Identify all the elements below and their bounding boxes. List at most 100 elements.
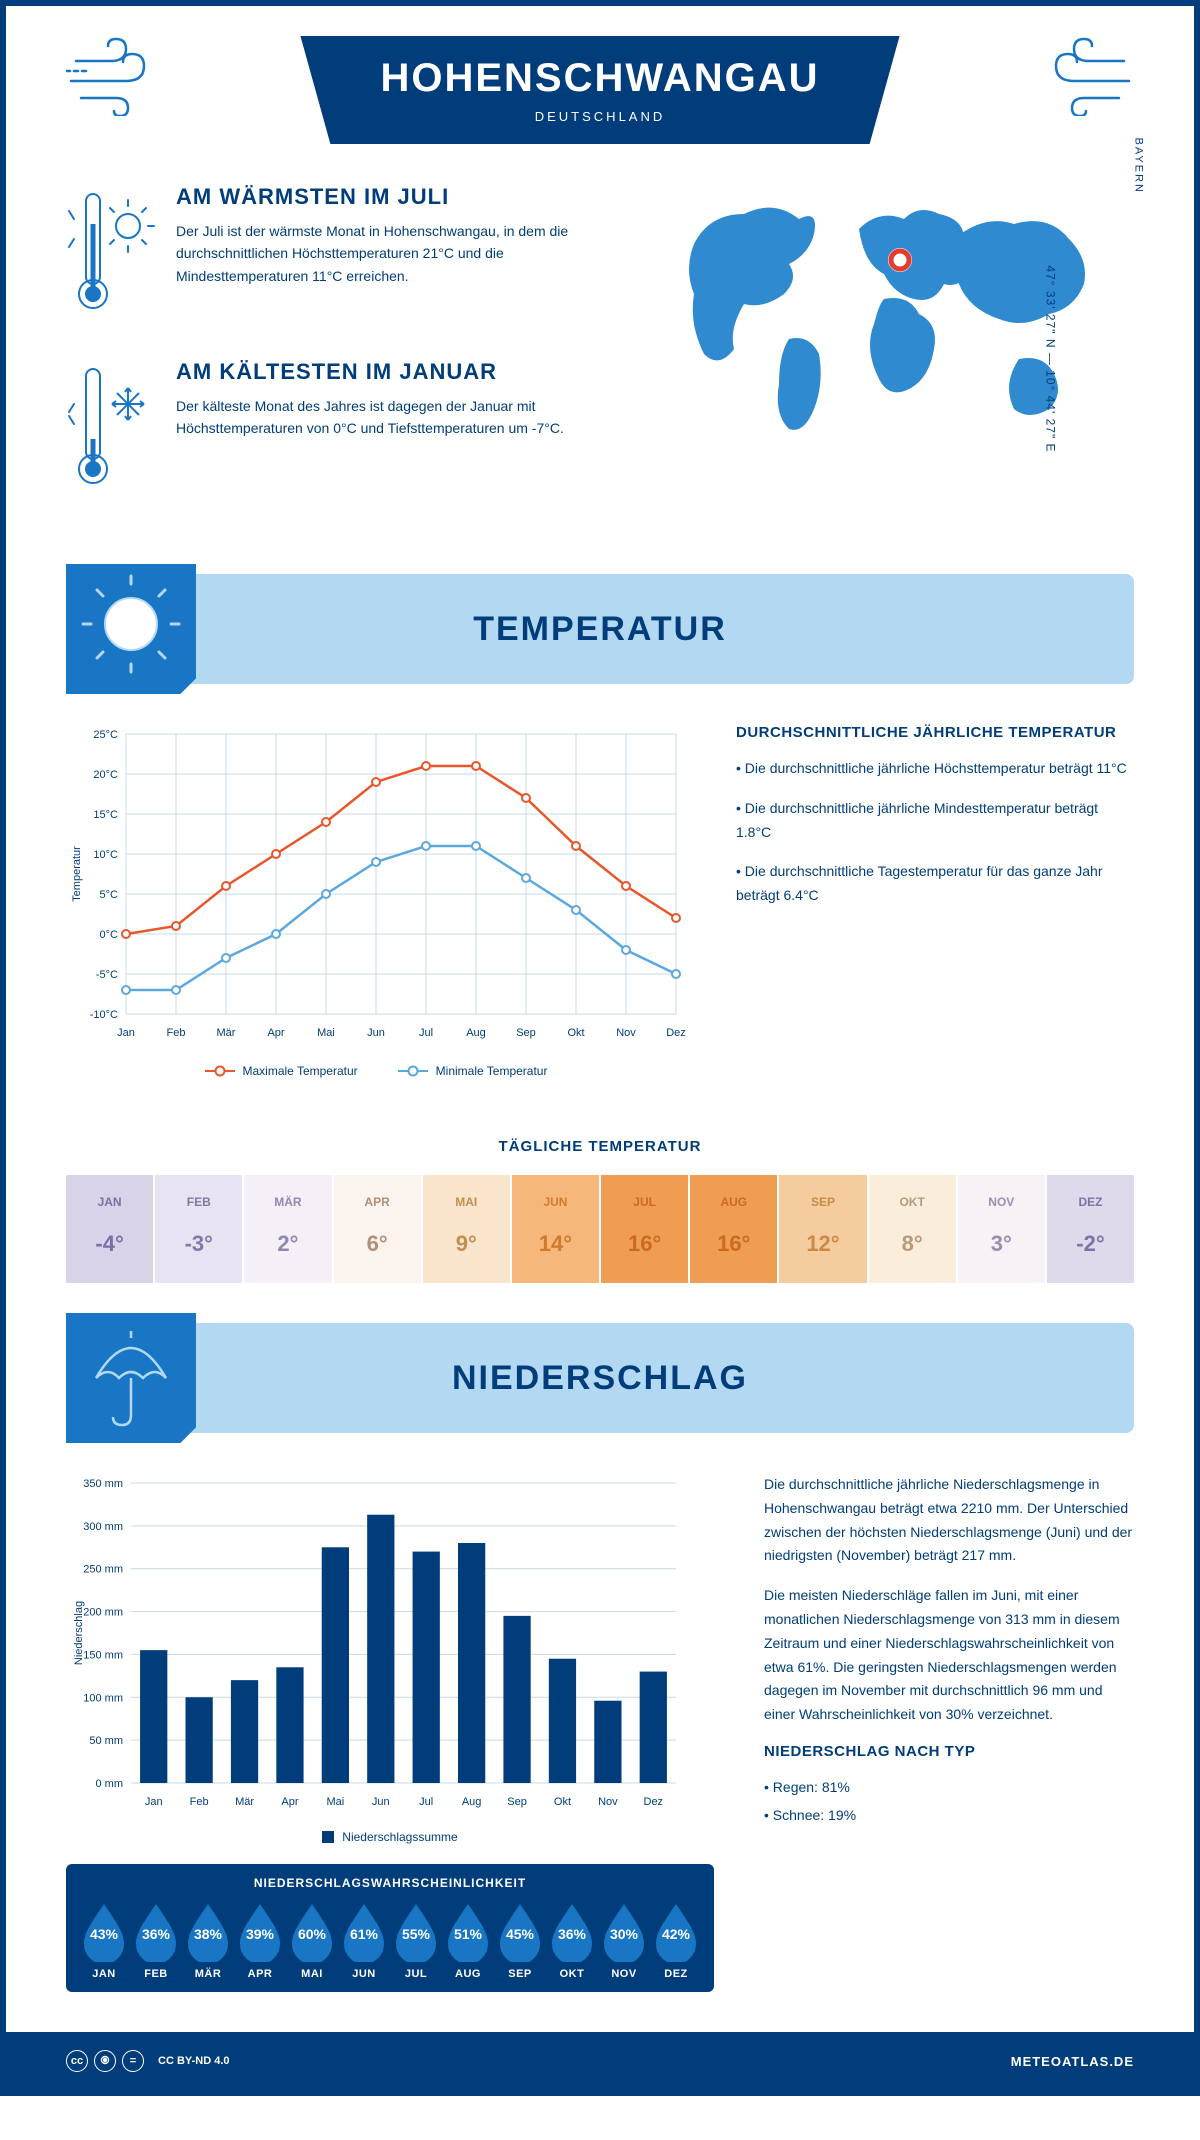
svg-text:Jun: Jun bbox=[372, 1796, 390, 1808]
raindrop-icon: 43% bbox=[78, 1900, 130, 1962]
city-title: HOHENSCHWANGAU bbox=[380, 56, 819, 101]
wind-icon-right bbox=[1014, 36, 1134, 116]
raindrop-icon: 60% bbox=[286, 1900, 338, 1962]
svg-text:-5°C: -5°C bbox=[96, 969, 118, 981]
legend-max-label: Maximale Temperatur bbox=[243, 1064, 358, 1078]
cc-license: cc 🞊 = CC BY-ND 4.0 bbox=[66, 2050, 230, 2072]
coldest-desc: Der kälteste Monat des Jahres ist dagege… bbox=[176, 395, 634, 440]
daily-cell: DEZ-2° bbox=[1047, 1175, 1134, 1283]
svg-text:Mär: Mär bbox=[235, 1796, 254, 1808]
drop-col: 30%NOV bbox=[598, 1900, 650, 1980]
drop-col: 61%JUN bbox=[338, 1900, 390, 1980]
svg-text:300 mm: 300 mm bbox=[83, 1521, 123, 1533]
daily-cell: JAN-4° bbox=[66, 1175, 155, 1283]
svg-text:15°C: 15°C bbox=[93, 809, 118, 821]
license-text: CC BY-ND 4.0 bbox=[158, 2050, 230, 2072]
legend-min-label: Minimale Temperatur bbox=[436, 1064, 548, 1078]
precip-banner-icon-wrap bbox=[66, 1313, 196, 1443]
precip-content: 0 mm50 mm100 mm150 mm200 mm250 mm300 mm3… bbox=[6, 1433, 1194, 2032]
precip-type-snow: • Schnee: 19% bbox=[764, 1804, 1134, 1828]
daily-cell: AUG16° bbox=[690, 1175, 779, 1283]
daily-cell: FEB-3° bbox=[155, 1175, 244, 1283]
temp-legend: Maximale Temperatur Minimale Temperatur bbox=[66, 1064, 686, 1078]
thermometer-cold-icon bbox=[66, 359, 156, 504]
svg-text:Dez: Dez bbox=[644, 1796, 664, 1808]
temperature-line-chart: -10°C-5°C0°C5°C10°C15°C20°C25°CJanFebMär… bbox=[66, 724, 686, 1044]
temp-banner-title: TEMPERATUR bbox=[206, 610, 1134, 649]
drop-col: 60%MAI bbox=[286, 1900, 338, 1980]
site-name: METEOATLAS.DE bbox=[1011, 2054, 1134, 2069]
precip-chart-col: 0 mm50 mm100 mm150 mm200 mm250 mm300 mm3… bbox=[66, 1473, 714, 1992]
daily-title: TÄGLICHE TEMPERATUR bbox=[6, 1138, 1194, 1155]
daily-cell: JUN14° bbox=[512, 1175, 601, 1283]
umbrella-icon bbox=[81, 1323, 181, 1433]
raindrop-icon: 45% bbox=[494, 1900, 546, 1962]
svg-text:350 mm: 350 mm bbox=[83, 1478, 123, 1490]
thermometer-hot-icon bbox=[66, 184, 156, 329]
by-icon: 🞊 bbox=[94, 2050, 116, 2072]
raindrop-icon: 39% bbox=[234, 1900, 286, 1962]
daily-temp-table: JAN-4°FEB-3°MÄR2°APR6°MAI9°JUN14°JUL16°A… bbox=[66, 1175, 1134, 1283]
svg-text:Nov: Nov bbox=[598, 1796, 618, 1808]
svg-text:50 mm: 50 mm bbox=[89, 1735, 123, 1747]
legend-square bbox=[322, 1831, 334, 1843]
drop-col: 36%FEB bbox=[130, 1900, 182, 1980]
temp-chart-col: -10°C-5°C0°C5°C10°C15°C20°C25°CJanFebMär… bbox=[66, 724, 686, 1078]
svg-text:Okt: Okt bbox=[567, 1027, 584, 1039]
svg-text:20°C: 20°C bbox=[93, 769, 118, 781]
raindrop-icon: 36% bbox=[130, 1900, 182, 1962]
svg-text:Nov: Nov bbox=[616, 1027, 636, 1039]
coldest-text: AM KÄLTESTEN IM JANUAR Der kälteste Mona… bbox=[176, 359, 634, 504]
drop-col: 39%APR bbox=[234, 1900, 286, 1980]
drop-col: 43%JAN bbox=[78, 1900, 130, 1980]
svg-text:Aug: Aug bbox=[466, 1027, 486, 1039]
world-map-icon bbox=[674, 184, 1104, 444]
svg-text:Jul: Jul bbox=[419, 1027, 433, 1039]
probability-drops: 43%JAN36%FEB38%MÄR39%APR60%MAI61%JUN55%J… bbox=[78, 1900, 702, 1980]
svg-text:250 mm: 250 mm bbox=[83, 1564, 123, 1576]
svg-text:Jan: Jan bbox=[117, 1027, 135, 1039]
temp-bullet-3: • Die durchschnittliche Tagestemperatur … bbox=[736, 860, 1134, 908]
svg-text:Apr: Apr bbox=[281, 1796, 298, 1808]
legend-max: Maximale Temperatur bbox=[205, 1064, 358, 1078]
temp-bullet-1: • Die durchschnittliche jährliche Höchst… bbox=[736, 757, 1134, 781]
intro-left: AM WÄRMSTEN IM JULI Der Juli ist der wär… bbox=[66, 184, 634, 534]
svg-text:100 mm: 100 mm bbox=[83, 1692, 123, 1704]
region-label: BAYERN bbox=[1132, 138, 1144, 194]
warmest-block: AM WÄRMSTEN IM JULI Der Juli ist der wär… bbox=[66, 184, 634, 329]
daily-cell: APR6° bbox=[334, 1175, 423, 1283]
intro-row: AM WÄRMSTEN IM JULI Der Juli ist der wär… bbox=[6, 184, 1194, 574]
svg-text:Jul: Jul bbox=[419, 1796, 433, 1808]
probability-box: NIEDERSCHLAGSWAHRSCHEINLICHKEIT 43%JAN36… bbox=[66, 1864, 714, 1992]
country-subtitle: DEUTSCHLAND bbox=[380, 109, 819, 124]
cc-icon: cc bbox=[66, 2050, 88, 2072]
wind-icon-left bbox=[66, 36, 186, 116]
svg-text:Mai: Mai bbox=[317, 1027, 335, 1039]
coordinates: 47° 33' 27" N — 10° 44' 27" E bbox=[1043, 265, 1057, 452]
precip-type-rain: • Regen: 81% bbox=[764, 1776, 1134, 1800]
footer: cc 🞊 = CC BY-ND 4.0 METEOATLAS.DE bbox=[6, 2032, 1194, 2090]
title-banner: HOHENSCHWANGAU DEUTSCHLAND bbox=[300, 36, 899, 144]
raindrop-icon: 42% bbox=[650, 1900, 702, 1962]
temp-banner: TEMPERATUR bbox=[66, 574, 1134, 684]
temp-summary-title: DURCHSCHNITTLICHE JÄHRLICHE TEMPERATUR bbox=[736, 724, 1134, 741]
precip-banner: NIEDERSCHLAG bbox=[66, 1323, 1134, 1433]
raindrop-icon: 30% bbox=[598, 1900, 650, 1962]
legend-min: Minimale Temperatur bbox=[398, 1064, 548, 1078]
daily-cell: SEP12° bbox=[779, 1175, 868, 1283]
raindrop-icon: 38% bbox=[182, 1900, 234, 1962]
svg-text:Sep: Sep bbox=[507, 1796, 527, 1808]
svg-text:Jan: Jan bbox=[145, 1796, 163, 1808]
drop-col: 45%SEP bbox=[494, 1900, 546, 1980]
drop-col: 36%OKT bbox=[546, 1900, 598, 1980]
precip-type-title: NIEDERSCHLAG NACH TYP bbox=[764, 1743, 1134, 1760]
drop-col: 55%JUL bbox=[390, 1900, 442, 1980]
raindrop-icon: 36% bbox=[546, 1900, 598, 1962]
svg-text:Jun: Jun bbox=[367, 1027, 385, 1039]
raindrop-icon: 61% bbox=[338, 1900, 390, 1962]
sun-icon bbox=[81, 574, 181, 674]
svg-text:-10°C: -10°C bbox=[90, 1009, 118, 1021]
svg-text:150 mm: 150 mm bbox=[83, 1649, 123, 1661]
svg-text:Mär: Mär bbox=[217, 1027, 236, 1039]
svg-text:0 mm: 0 mm bbox=[96, 1778, 124, 1790]
